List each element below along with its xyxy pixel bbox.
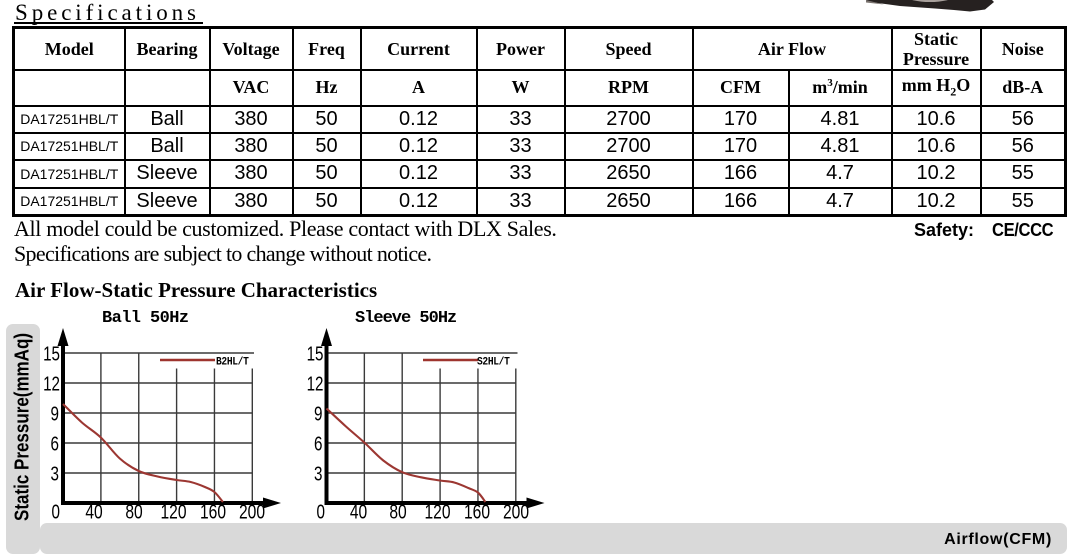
svg-text:B2HL/T: B2HL/T [216, 357, 249, 369]
svg-text:Sleeve 50Hz: Sleeve 50Hz [355, 309, 456, 328]
svg-text:200: 200 [503, 501, 529, 523]
svg-text:6: 6 [314, 432, 323, 455]
svg-text:9: 9 [51, 402, 60, 425]
svg-text:12: 12 [307, 372, 324, 395]
svg-text:Static Pressure(mmAq): Static Pressure(mmAq) [12, 333, 34, 521]
svg-text:200: 200 [239, 501, 265, 523]
svg-text:9: 9 [314, 402, 323, 425]
svg-text:15: 15 [43, 342, 60, 365]
svg-text:S2HL/T: S2HL/T [477, 357, 510, 369]
svg-text:120: 120 [424, 501, 450, 523]
svg-text:Airflow(CFM): Airflow(CFM) [944, 531, 1052, 548]
svg-text:160: 160 [464, 501, 490, 523]
svg-text:0: 0 [52, 500, 61, 523]
svg-text:Ball 50Hz: Ball 50Hz [102, 309, 188, 328]
svg-text:6: 6 [51, 432, 60, 455]
svg-text:80: 80 [125, 501, 142, 523]
svg-text:3: 3 [51, 462, 60, 485]
svg-text:15: 15 [307, 342, 324, 365]
svg-text:0: 0 [317, 500, 326, 523]
svg-text:40: 40 [85, 501, 102, 523]
svg-text:80: 80 [389, 501, 406, 523]
svg-text:12: 12 [43, 372, 60, 395]
svg-text:40: 40 [350, 501, 367, 523]
svg-text:3: 3 [314, 462, 323, 485]
svg-text:120: 120 [160, 501, 186, 523]
svg-text:160: 160 [200, 501, 226, 523]
